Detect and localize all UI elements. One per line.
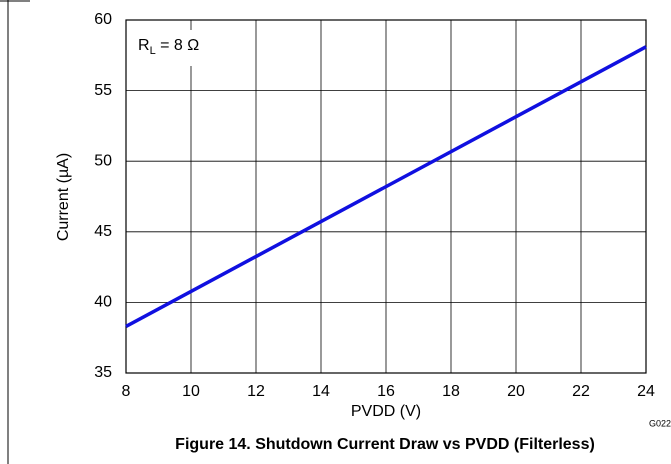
annotation-bg	[133, 30, 203, 66]
annotation-subscript: L	[150, 45, 156, 57]
y-tick-label: 60	[94, 11, 112, 28]
graph-id: G022	[649, 418, 671, 428]
plot-area: 8 10 12 14 16 18 20 22 24 35 40 45 50 55 60 RL = 8 Ω	[94, 11, 655, 400]
y-axis-label: Current (µA)	[55, 153, 72, 241]
x-tick-label: 8	[122, 383, 131, 400]
annotation-symbol: R	[138, 37, 150, 54]
x-tick-label: 12	[247, 383, 265, 400]
annotation: RL = 8 Ω	[138, 37, 199, 57]
y-tick-label: 35	[94, 364, 112, 381]
x-tick-label: 14	[312, 383, 330, 400]
plot-frame	[125, 19, 647, 374]
x-tick-label: 24	[637, 383, 655, 400]
x-axis-label: PVDD (V)	[351, 403, 421, 420]
x-tick-label: 10	[182, 383, 200, 400]
y-tick-label: 55	[94, 82, 112, 99]
data-line	[125, 45, 647, 328]
y-tick-label: 40	[94, 294, 112, 311]
x-tick-label: 22	[572, 383, 590, 400]
y-tick-label: 45	[94, 223, 112, 240]
x-tick-label: 16	[377, 383, 395, 400]
y-tick-label: 50	[94, 152, 112, 169]
x-tick-label: 20	[507, 383, 525, 400]
chart-title: Figure 14. Shutdown Current Draw vs PVDD…	[175, 436, 595, 453]
x-tick-label: 18	[442, 383, 460, 400]
annotation-text: = 8 Ω	[156, 37, 200, 54]
